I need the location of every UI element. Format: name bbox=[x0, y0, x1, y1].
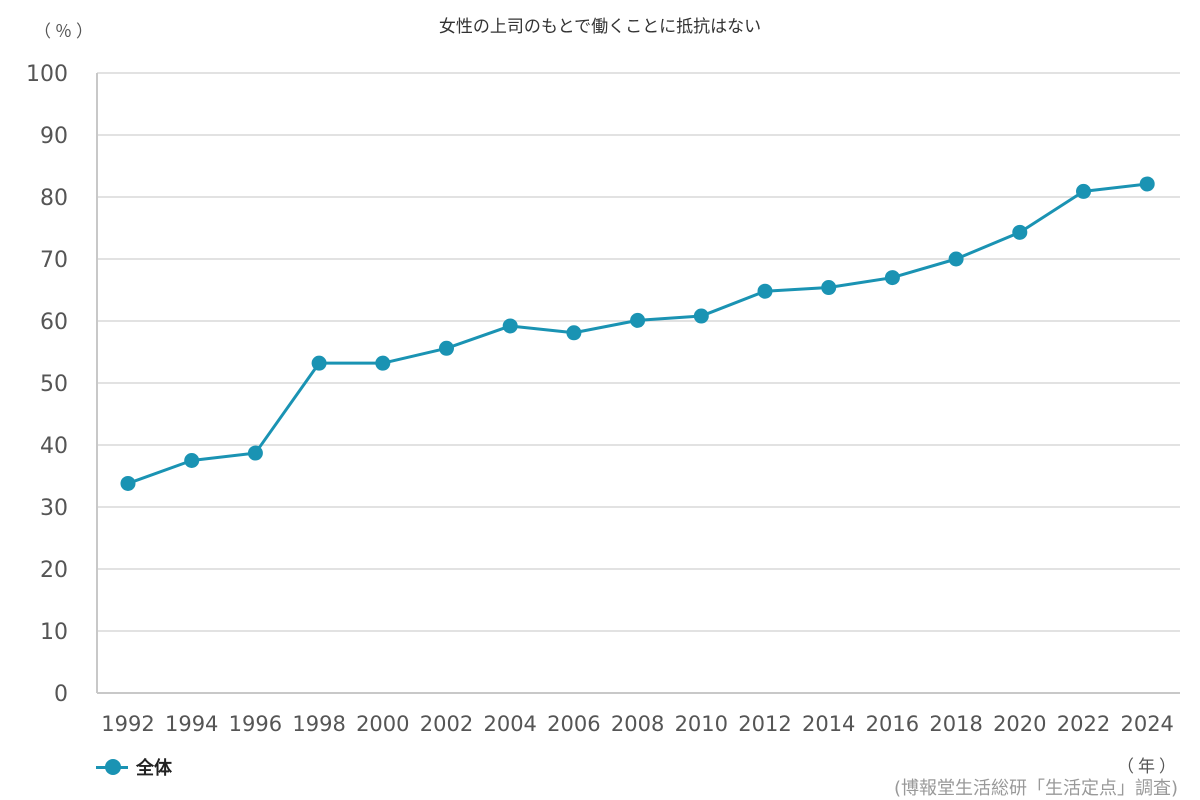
y-tick-label: 10 bbox=[40, 620, 68, 645]
y-axis-unit: （％） bbox=[34, 22, 97, 42]
x-tick-label: 2014 bbox=[802, 712, 855, 736]
x-tick-label: 1994 bbox=[165, 712, 218, 736]
y-tick-label: 100 bbox=[26, 62, 68, 87]
x-tick-label: 2004 bbox=[483, 712, 536, 736]
x-tick-label: 2024 bbox=[1120, 712, 1173, 736]
x-tick-label: 2008 bbox=[611, 712, 664, 736]
legend: 全体 bbox=[96, 755, 172, 779]
x-tick-label: 2000 bbox=[356, 712, 409, 736]
x-tick-label: 2006 bbox=[547, 712, 600, 736]
data-point bbox=[693, 308, 709, 324]
y-tick-label: 80 bbox=[40, 186, 68, 211]
y-tick-label: 20 bbox=[40, 558, 68, 583]
data-point bbox=[630, 312, 646, 328]
data-point bbox=[120, 475, 136, 491]
x-tick-label: 1998 bbox=[292, 712, 345, 736]
data-point bbox=[1012, 224, 1028, 240]
y-tick-label: 70 bbox=[40, 248, 68, 273]
y-tick-label: 50 bbox=[40, 372, 68, 397]
y-tick-label: 90 bbox=[40, 124, 68, 149]
y-tick-label: 0 bbox=[54, 682, 68, 707]
data-point bbox=[184, 453, 200, 468]
data-point bbox=[502, 318, 518, 334]
y-tick-label: 60 bbox=[40, 310, 68, 335]
x-tick-label: 2022 bbox=[1057, 712, 1110, 736]
x-tick-label: 2018 bbox=[929, 712, 982, 736]
data-point bbox=[884, 270, 900, 286]
data-point bbox=[247, 445, 263, 461]
x-axis-unit: （年） bbox=[1117, 757, 1180, 777]
y-tick-label: 30 bbox=[40, 496, 68, 521]
data-point bbox=[821, 280, 837, 296]
x-tick-label: 1996 bbox=[229, 712, 282, 736]
data-point bbox=[375, 355, 391, 371]
data-point bbox=[1139, 176, 1155, 192]
data-point bbox=[1076, 183, 1091, 199]
source-note: (博報堂生活総研「生活定点」調査) bbox=[893, 778, 1178, 799]
data-point bbox=[948, 251, 964, 267]
data-point bbox=[311, 355, 327, 371]
x-tick-label: 2010 bbox=[675, 712, 728, 736]
chart-title: 女性の上司のもとで働くことに抵抗はない bbox=[438, 17, 762, 37]
legend-label: 全体 bbox=[136, 758, 172, 779]
x-tick-label: 2002 bbox=[420, 712, 473, 736]
data-point bbox=[757, 283, 773, 299]
x-tick-label: 2016 bbox=[866, 712, 919, 736]
legend-marker bbox=[96, 755, 128, 779]
x-tick-label: 1992 bbox=[101, 712, 154, 736]
x-tick-label: 2012 bbox=[738, 712, 791, 736]
data-point bbox=[566, 325, 582, 341]
y-tick-label: 40 bbox=[40, 434, 68, 459]
data-point bbox=[439, 340, 454, 356]
x-tick-label: 2020 bbox=[993, 712, 1046, 736]
series-line bbox=[127, 182, 1148, 485]
